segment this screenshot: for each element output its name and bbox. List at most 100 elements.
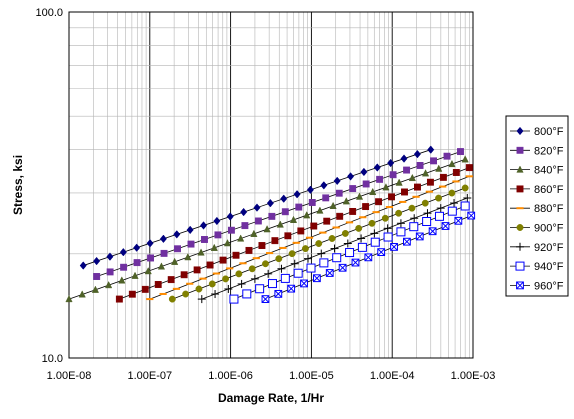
data-point	[388, 193, 395, 201]
legend-marker	[516, 185, 524, 193]
data-point	[335, 189, 343, 197]
data-point	[395, 178, 403, 186]
data-point	[248, 265, 256, 273]
data-point	[306, 185, 314, 194]
data-point	[441, 222, 450, 230]
data-point	[345, 221, 354, 224]
data-point	[454, 216, 463, 225]
data-point	[461, 184, 469, 192]
data-point	[262, 260, 269, 268]
data-point	[416, 162, 424, 169]
data-point	[319, 231, 327, 234]
data-point	[448, 189, 456, 197]
series-8	[229, 201, 470, 304]
data-point	[452, 180, 460, 183]
data-point	[279, 246, 287, 249]
series-layer	[65, 145, 476, 304]
data-point	[197, 295, 206, 304]
data-point	[187, 240, 195, 248]
data-point	[186, 225, 194, 235]
data-point	[408, 173, 416, 182]
data-point	[308, 199, 316, 206]
data-point	[284, 232, 292, 240]
data-point	[439, 185, 447, 188]
data-point	[461, 155, 469, 163]
series-9	[261, 211, 476, 303]
data-point	[425, 190, 433, 193]
data-point	[415, 232, 424, 241]
data-point	[219, 256, 227, 264]
x-square-diag	[467, 211, 475, 220]
legend-marker	[516, 207, 524, 210]
data-point	[78, 290, 86, 298]
data-point	[330, 244, 339, 253]
data-point	[211, 290, 220, 299]
data-point	[119, 248, 127, 257]
data-point	[306, 263, 316, 273]
data-point	[359, 216, 367, 219]
x-tick-labels: 1.00E-08 1.00E-07 1.00E-06 1.00E-05 1.00E-04…	[47, 370, 496, 382]
legend-label: 860°F	[534, 184, 564, 196]
legend-label: 920°F	[534, 242, 564, 254]
data-point	[338, 263, 347, 272]
data-point	[396, 227, 406, 237]
x-square-diag	[416, 232, 424, 241]
data-point	[303, 254, 312, 263]
data-point	[172, 287, 181, 290]
data-point	[266, 198, 274, 208]
x-square-diag	[428, 227, 437, 235]
data-point	[341, 229, 349, 237]
data-point	[413, 149, 421, 159]
data-point	[226, 267, 234, 270]
data-point	[434, 211, 444, 221]
data-point	[395, 209, 403, 217]
data-point	[240, 207, 248, 217]
legend-label: 880°F	[534, 203, 564, 215]
data-point	[421, 169, 430, 177]
legend-label: 940°F	[534, 261, 564, 273]
data-point	[322, 194, 330, 202]
data-point	[212, 272, 220, 275]
data-point	[184, 253, 192, 261]
grid	[68, 12, 473, 358]
data-point	[222, 275, 230, 283]
data-point	[276, 220, 284, 228]
data-point	[197, 248, 205, 256]
data-point	[193, 266, 201, 274]
data-point	[414, 183, 421, 191]
data-point	[328, 235, 336, 242]
data-point	[305, 236, 314, 239]
data-point	[349, 185, 357, 193]
legend-label: 900°F	[534, 223, 564, 235]
data-point	[447, 206, 457, 216]
data-point	[254, 217, 262, 225]
legend-marker	[516, 224, 524, 231]
series-line	[119, 167, 470, 300]
data-point	[154, 281, 162, 288]
data-point	[443, 152, 451, 160]
data-point	[250, 229, 258, 237]
data-point	[421, 199, 429, 207]
data-point	[428, 227, 437, 236]
legend-entry-3: 840°F	[510, 165, 564, 177]
x-tick-label: 1.00E-07	[127, 370, 172, 382]
data-point	[195, 285, 203, 293]
legend-marker	[516, 146, 524, 154]
data-point	[439, 173, 447, 181]
data-point	[450, 199, 459, 208]
data-point	[389, 171, 397, 179]
data-point	[369, 187, 377, 196]
data-point	[141, 285, 149, 293]
legend-marker	[516, 165, 524, 173]
data-point	[403, 166, 411, 174]
data-point	[293, 190, 301, 199]
x-square-diag	[274, 290, 283, 298]
data-point	[368, 219, 376, 227]
data-point	[345, 248, 355, 258]
data-point	[133, 243, 141, 252]
legend-entry-6: 900°F	[510, 223, 564, 235]
data-point	[332, 253, 342, 263]
data-point	[383, 232, 393, 242]
data-point	[280, 194, 288, 203]
data-point	[274, 289, 283, 298]
